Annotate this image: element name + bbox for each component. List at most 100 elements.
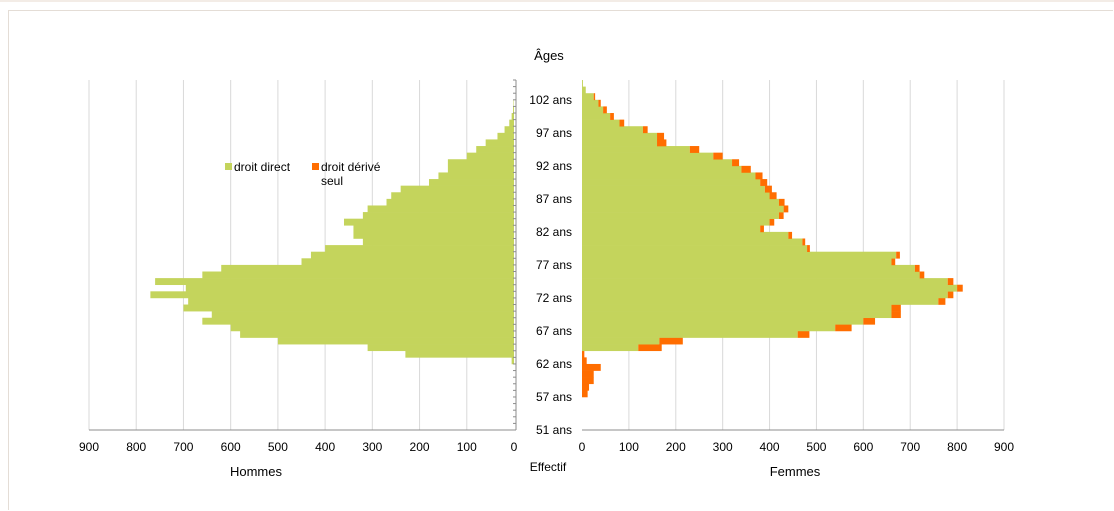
bar-women-direct (582, 113, 611, 120)
bar-women-derived (741, 165, 751, 173)
bar-women-direct (582, 291, 948, 299)
bar-women-derived (603, 106, 607, 114)
bar-men-direct (497, 132, 514, 140)
bar-women-derived (891, 258, 896, 266)
bar-women-derived (619, 119, 625, 127)
bar-women-direct (582, 126, 643, 134)
x-tick-left: 700 (173, 440, 193, 454)
x-tick-left: 600 (221, 440, 241, 454)
bar-women-direct (582, 152, 714, 160)
bar-men-direct (400, 185, 514, 193)
bar-women-derived (582, 357, 587, 365)
bar-men-direct (183, 304, 514, 312)
bar-women-direct (582, 251, 897, 259)
x-tick-right: 300 (713, 440, 733, 454)
bar-women-direct (582, 159, 733, 167)
bar-women-derived (769, 218, 775, 226)
x-tick-left: 200 (410, 440, 430, 454)
x-tick-right: 700 (900, 440, 920, 454)
bar-men-direct (429, 179, 514, 186)
bar-women-direct (582, 86, 586, 94)
bar-men-direct (155, 278, 514, 286)
bar-women-derived (788, 231, 793, 239)
bar-men-direct (386, 198, 514, 206)
age-tick-label: 51 ans (536, 423, 572, 437)
x-tick-right: 900 (994, 440, 1014, 454)
bar-men-direct (344, 218, 514, 226)
bar-women-derived (891, 304, 901, 312)
bar-women-derived (802, 238, 806, 246)
age-tick-label: 57 ans (536, 390, 572, 404)
chart-title: Âges (534, 48, 564, 63)
bar-men-direct (150, 291, 514, 299)
bar-women-direct (582, 264, 915, 272)
bar-women-derived (835, 324, 852, 332)
bar-men-direct (504, 126, 514, 134)
bar-women-derived (760, 225, 764, 233)
bar-women-direct (582, 238, 803, 246)
x-tick-left: 300 (362, 440, 382, 454)
bar-women-direct (582, 99, 599, 107)
bar-women-direct (582, 139, 658, 147)
legend-swatch-derived (312, 163, 319, 170)
bar-women-derived (638, 344, 662, 352)
x-tick-left: 500 (268, 440, 288, 454)
bar-women-derived (657, 132, 665, 140)
bar-women-derived (938, 297, 946, 305)
bar-women-derived (689, 146, 700, 153)
bar-men-direct (202, 271, 515, 279)
age-tick-label: 67 ans (536, 324, 572, 338)
bar-men-direct (211, 311, 514, 319)
bar-men-direct (325, 245, 514, 252)
bar-women-derived (582, 377, 594, 385)
bar-women-derived (919, 271, 925, 279)
bar-men-direct (353, 225, 514, 233)
bar-women-direct (582, 304, 892, 312)
bar-women-derived (713, 152, 723, 160)
bar-women-direct (582, 80, 583, 87)
legend: droit direct droit dérivé seul (225, 160, 381, 188)
bar-women-derived (778, 198, 785, 206)
bar-men-direct (221, 264, 514, 272)
bar-men-direct (447, 159, 514, 167)
bar-women-direct (582, 271, 920, 279)
bar-women-derived (769, 192, 777, 200)
x-axis-label: Effectif (530, 460, 567, 474)
bar-men-direct (202, 317, 515, 325)
legend-label-derived: droit dérivé seul (321, 160, 381, 188)
bar-women-direct (582, 132, 658, 140)
age-tick-label: 102 ans (529, 93, 572, 107)
bar-men-direct (438, 172, 514, 180)
left-panel-label: Hommes (230, 464, 283, 479)
age-tick-label: 72 ans (536, 291, 572, 305)
bar-women-derived (755, 172, 763, 180)
bar-women-derived (896, 251, 900, 259)
bar-women-derived (582, 383, 590, 391)
bar-women-direct (582, 311, 892, 319)
top-border (0, 0, 1114, 2)
bar-women-derived (657, 139, 667, 147)
bar-women-direct (582, 317, 864, 325)
bar-men-direct (511, 113, 514, 120)
x-tick-right: 600 (853, 440, 873, 454)
right-panel-label: Femmes (770, 464, 821, 479)
chart-frame (8, 10, 1113, 510)
bar-men-direct (511, 357, 514, 365)
bar-women-derived (582, 363, 601, 371)
bar-women-derived (807, 245, 810, 252)
bar-women-derived (797, 330, 810, 338)
bar-women-direct (582, 330, 798, 338)
bar-women-direct (582, 106, 604, 114)
bar-men-direct (466, 152, 514, 160)
age-tick-label: 92 ans (536, 159, 572, 173)
bar-women-derived (947, 291, 954, 299)
bar-women-direct (582, 165, 742, 173)
bar-women-direct (582, 146, 690, 153)
bar-women-direct (582, 192, 770, 200)
age-tick-label: 82 ans (536, 225, 572, 239)
age-tick-label: 87 ans (536, 192, 572, 206)
legend-swatch-direct (225, 163, 232, 170)
bar-men-direct (362, 238, 514, 246)
tick-labels: 900 800 700 600 500 400 300 200 100 0 0 100 200 300 40… (79, 93, 1014, 454)
x-tick-left: 100 (457, 440, 477, 454)
